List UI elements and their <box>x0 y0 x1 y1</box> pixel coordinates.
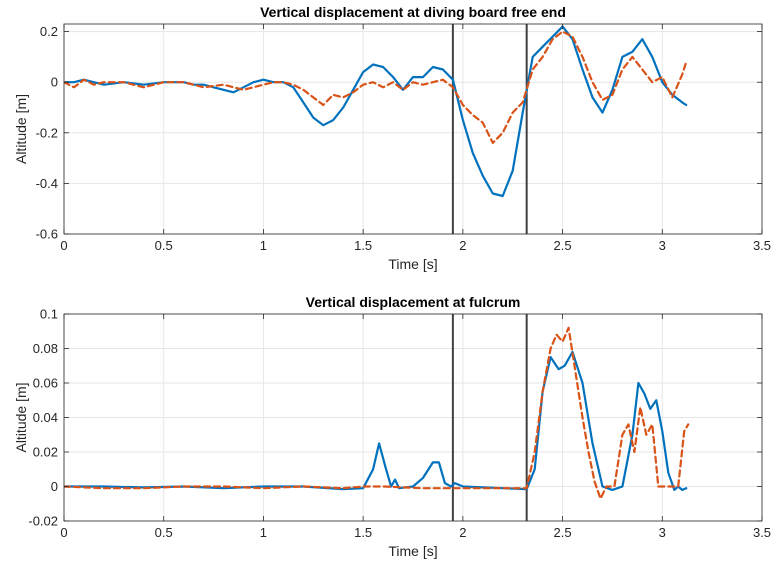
x-axis-label: Time [s] <box>388 256 437 272</box>
x-tick-label: 3.5 <box>753 525 771 540</box>
x-tick-label: 0 <box>60 238 67 253</box>
y-tick-label: 0.1 <box>40 307 58 322</box>
x-tick-label: 2.5 <box>554 525 572 540</box>
plot-area <box>64 24 762 234</box>
panel-free-end: 0 0.5 1 1.5 2 2.5 3 3.5 -0.6 -0.4 -0.2 0 0.2 Vertical… <box>13 4 771 272</box>
y-tick-label: 0.06 <box>33 376 58 391</box>
chart-title: Vertical displacement at diving board fr… <box>260 4 566 20</box>
x-tick-label: 1.5 <box>354 525 372 540</box>
y-tick-label: -0.6 <box>36 227 58 242</box>
x-tick-label: 3.5 <box>753 238 771 253</box>
x-tick-label: 1 <box>260 238 267 253</box>
axes-box <box>63 23 763 235</box>
x-tick-label: 0.5 <box>155 238 173 253</box>
y-tick-label: 0.2 <box>40 24 58 39</box>
chart-title: Vertical displacement at fulcrum <box>306 294 521 310</box>
series-line-dashed <box>64 30 688 144</box>
y-tick-label: 0.08 <box>33 341 58 356</box>
x-tick-label: 0 <box>60 525 67 540</box>
y-axis-label: Altitude [m] <box>13 94 29 164</box>
series-line-dashed <box>64 326 690 500</box>
y-tick-label: -0.02 <box>28 514 58 529</box>
x-tick-label: 0.5 <box>155 525 173 540</box>
y-tick-label: -0.4 <box>36 176 58 191</box>
x-tick-label: 2 <box>459 525 466 540</box>
y-tick-label: 0.04 <box>33 410 58 425</box>
x-tick-label: 2.5 <box>554 238 572 253</box>
y-tick-label: 0 <box>51 75 58 90</box>
x-tick-label: 1 <box>260 525 267 540</box>
x-tick-label: 1.5 <box>354 238 372 253</box>
panel-fulcrum: 0 0.5 1 1.5 2 2.5 3 3.5-0.0200.020.040.060.080.… <box>13 294 771 559</box>
y-tick-label: 0.02 <box>33 445 58 460</box>
y-tick-label: -0.2 <box>36 125 58 140</box>
x-tick-label: 3 <box>659 238 666 253</box>
y-axis-label: Altitude [m] <box>13 382 29 452</box>
x-tick-label: 3 <box>659 525 666 540</box>
x-tick-label: 2 <box>459 238 466 253</box>
x-axis-label: Time [s] <box>388 543 437 559</box>
y-tick-label: 0 <box>51 479 58 494</box>
